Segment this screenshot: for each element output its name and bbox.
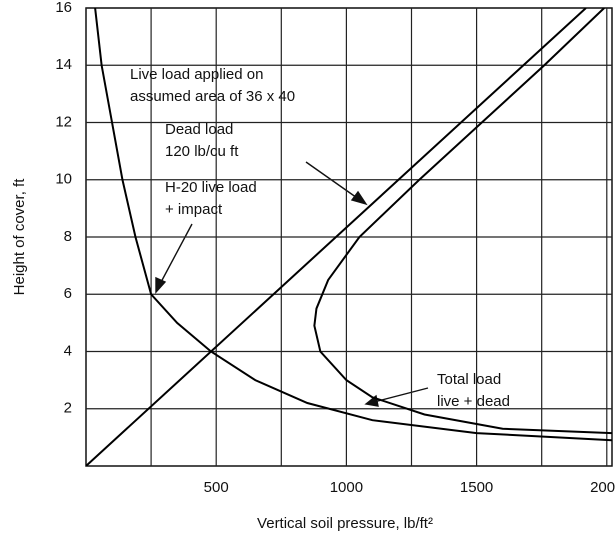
x-tick-label: 2000: [590, 479, 615, 496]
arrows: [155, 161, 429, 407]
y-tick-label: 16: [55, 0, 72, 16]
y-tick-label: 10: [55, 171, 72, 188]
x-tick-label: 500: [204, 479, 229, 496]
y-axis-label: Height of cover, ft: [11, 178, 28, 296]
annotation: Total load: [437, 371, 501, 388]
annotation: 120 lb/cu ft: [165, 143, 239, 160]
curve: [313, 8, 612, 435]
annotation: Live load applied on: [130, 66, 263, 83]
y-tick-label: 2: [64, 400, 72, 417]
curve: [94, 8, 612, 442]
x-tick-label: 1000: [330, 479, 363, 496]
annotation: + impact: [165, 201, 223, 218]
x-axis-label: Vertical soil pressure, lb/ft²: [257, 515, 433, 532]
annotation: live + dead: [437, 393, 510, 410]
y-tick-label: 12: [55, 113, 72, 130]
annotation: H-20 live load: [165, 179, 257, 196]
y-tick-label: 14: [55, 56, 72, 73]
y-tick-label: 4: [64, 342, 72, 359]
curve: [86, 8, 587, 466]
annotation: Dead load: [165, 121, 233, 138]
annotation: assumed area of 36 x 40: [130, 88, 295, 105]
y-tick-label: 8: [64, 228, 72, 245]
x-tick-label: 1500: [460, 479, 493, 496]
y-tick-label: 6: [64, 285, 72, 302]
